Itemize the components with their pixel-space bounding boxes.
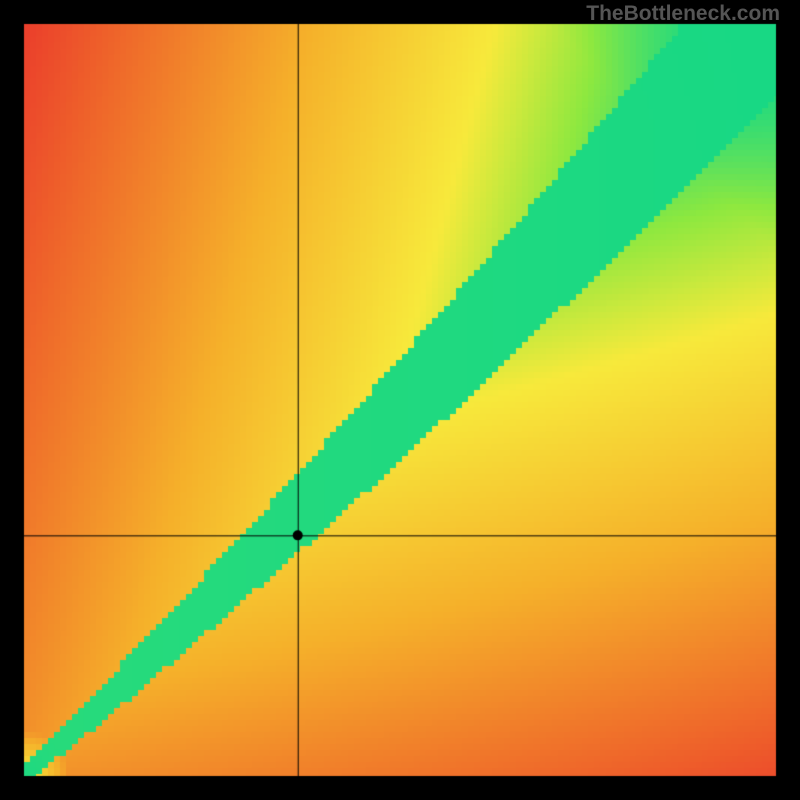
bottleneck-heatmap: [0, 0, 800, 800]
chart-container: TheBottleneck.com: [0, 0, 800, 800]
watermark-text: TheBottleneck.com: [586, 2, 780, 26]
